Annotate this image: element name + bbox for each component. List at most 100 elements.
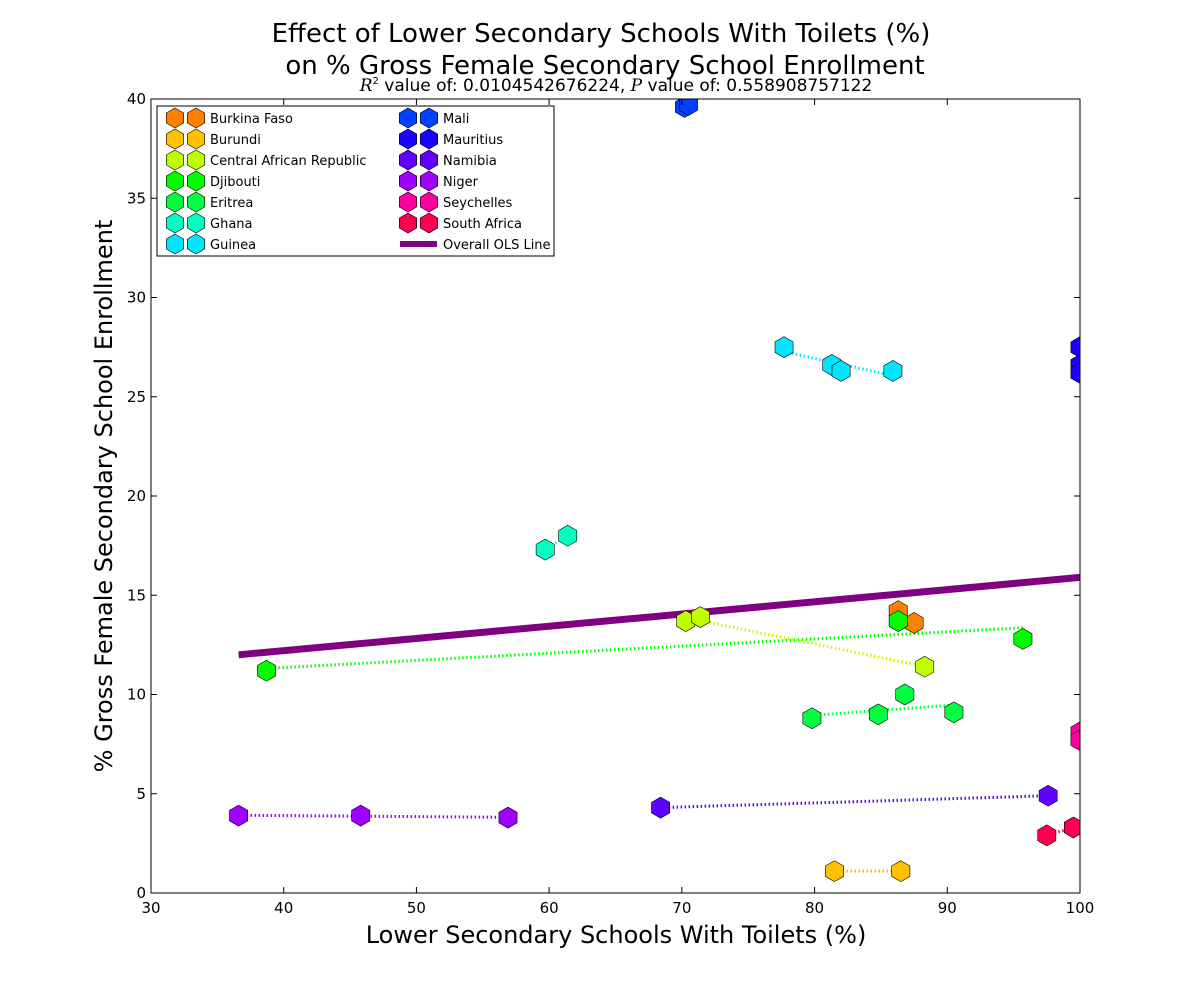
y-tick-label: 5 — [136, 785, 146, 803]
y-tick-label: 30 — [127, 289, 146, 307]
y-axis-label: % Gross Female Secondary School Enrollme… — [90, 220, 118, 773]
legend-marker-niger — [419, 170, 439, 192]
legend-marker-djibouti — [187, 170, 205, 192]
legend-label-south-africa: South Africa — [443, 217, 522, 232]
data-point-niger — [498, 806, 518, 829]
data-point-namibia — [651, 796, 671, 819]
data-point-central-african-republic — [690, 606, 710, 628]
legend-label-eritrea: Eritrea — [210, 196, 253, 211]
ols-line — [238, 573, 1080, 659]
plot-inner — [229, 99, 1080, 883]
data-point-eritrea — [802, 707, 822, 730]
legend-marker-central-african-republic — [166, 149, 184, 171]
x-tick-label: 90 — [938, 899, 957, 917]
legend-label-ghana: Ghana — [210, 217, 253, 232]
data-point-niger — [351, 804, 371, 827]
legend-marker-eritrea — [166, 191, 184, 213]
data-point-ghana — [558, 524, 578, 547]
x-tick-label: 70 — [672, 899, 691, 917]
data-point-eritrea — [895, 683, 915, 706]
legend-marker-ghana — [187, 212, 205, 234]
legend-marker-namibia — [398, 149, 418, 171]
data-point-ghana — [535, 538, 555, 561]
legend-marker-djibouti — [166, 170, 184, 192]
data-point-mauritius — [1070, 362, 1080, 384]
legend-label-overall-ols-line: Overall OLS Line — [443, 238, 551, 253]
legend-marker-burundi — [187, 128, 205, 150]
y-tick-label: 15 — [127, 586, 146, 604]
legend-marker-eritrea — [187, 191, 205, 213]
plot-area — [229, 99, 1080, 883]
data-point-central-african-republic — [915, 655, 935, 678]
x-tick-label: 30 — [141, 899, 160, 917]
legend-box — [156, 105, 555, 257]
legend-marker-namibia — [419, 149, 439, 171]
y-tick-label: 35 — [127, 189, 146, 207]
legend-marker-guinea — [166, 233, 184, 255]
data-point-burundi — [825, 860, 844, 883]
data-point-burkina-faso — [904, 612, 924, 634]
x-axis-label: Lower Secondary Schools With Toilets (%) — [366, 921, 867, 949]
chart-title-line1: Effect of Lower Secondary Schools With T… — [272, 19, 931, 49]
fit-line-namibia — [660, 794, 1049, 810]
legend-marker-central-african-republic — [187, 149, 205, 171]
legend-marker-mauritius — [398, 128, 418, 150]
fit-line-guinea — [783, 350, 894, 378]
x-tick-label: 100 — [1066, 899, 1095, 917]
legend-label-namibia: Namibia — [443, 154, 497, 169]
legend-label-burkina-faso: Burkina Faso — [210, 112, 293, 127]
legend-label-niger: Niger — [443, 175, 479, 190]
legend-label-seychelles: Seychelles — [443, 196, 513, 211]
data-point-guinea — [774, 336, 794, 358]
legend-label-mali: Mali — [443, 112, 469, 127]
legend-marker-mauritius — [419, 128, 439, 150]
legend-label-guinea: Guinea — [210, 238, 256, 253]
data-point-guinea — [883, 360, 903, 382]
legend-marker-mali — [419, 107, 439, 129]
data-point-djibouti — [888, 610, 908, 632]
x-tick-label: 80 — [805, 899, 824, 917]
y-tick-label: 25 — [127, 388, 146, 406]
legend-marker-burkina-faso — [187, 107, 205, 129]
legend-marker-burundi — [166, 128, 184, 150]
data-point-guinea — [831, 360, 851, 382]
x-tick-label: 40 — [274, 899, 293, 917]
legend: Burkina Faso Burundi Central African Repub… — [156, 105, 555, 257]
legend-marker-ghana — [166, 212, 184, 234]
chart-title-line2: on % Gross Female Secondary School Enrol… — [285, 51, 924, 81]
data-point-mali — [679, 99, 698, 116]
data-point-namibia — [1038, 784, 1058, 807]
data-point-eritrea — [944, 701, 964, 724]
legend-label-mauritius: Mauritius — [443, 133, 503, 148]
legend-marker-niger — [398, 170, 418, 192]
legend-marker-burkina-faso — [166, 107, 184, 129]
legend-marker-guinea — [187, 233, 205, 255]
legend-marker-seychelles — [398, 191, 418, 213]
fit-line-niger — [238, 813, 509, 819]
legend-marker-south-africa — [419, 212, 439, 234]
chart-subtitle: R2 value of: 0.0104542676224, P value of… — [359, 76, 873, 96]
data-point-seychelles — [1070, 729, 1080, 752]
fit-line-central-african-republic — [685, 616, 926, 668]
x-tick-label: 60 — [540, 899, 559, 917]
data-point-south-africa — [1037, 824, 1057, 847]
y-tick-label: 0 — [136, 884, 146, 902]
legend-marker-south-africa — [398, 212, 418, 234]
legend-marker-mali — [398, 107, 418, 129]
data-point-south-africa — [1064, 816, 1080, 839]
data-point-djibouti — [1013, 628, 1033, 650]
data-point-niger — [229, 804, 248, 827]
y-tick-label: 10 — [127, 686, 146, 704]
y-tick-label: 40 — [127, 90, 146, 108]
legend-marker-seychelles — [419, 191, 439, 213]
legend-label-djibouti: Djibouti — [210, 175, 260, 190]
legend-label-burundi: Burundi — [210, 133, 261, 148]
data-point-djibouti — [257, 659, 276, 682]
axes: 30 40 50 60 70 80 90 100 0 5 10 15 20 25 30 35 40 — [127, 90, 1094, 917]
y-tick-label: 20 — [127, 487, 146, 505]
data-point-mauritius — [1070, 336, 1080, 358]
legend-label-central-african-republic: Central African Republic — [210, 154, 366, 169]
x-tick-label: 50 — [407, 899, 426, 917]
data-point-burundi — [891, 860, 911, 883]
